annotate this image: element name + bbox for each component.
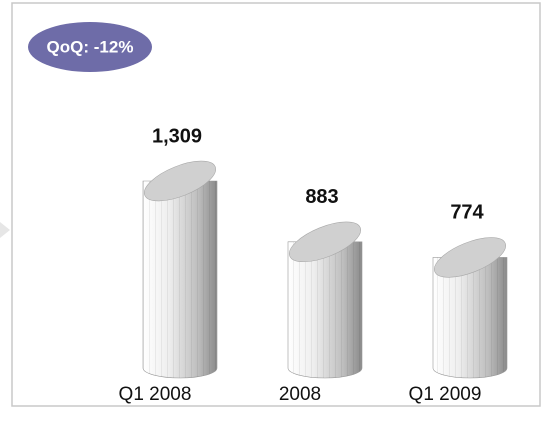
cylinder-top	[434, 237, 506, 278]
chart-border	[11, 2, 541, 407]
x-tick-label: 2008	[279, 384, 321, 405]
cylinder-top	[144, 160, 216, 202]
value-label: 774	[450, 202, 484, 224]
cylinder-stripes	[288, 241, 362, 378]
value-label: 1,309	[152, 125, 202, 147]
annotation: QoQ: -12%	[47, 37, 134, 56]
cylinder-top	[289, 221, 361, 263]
annotation-badge	[28, 22, 152, 72]
cylinder-stripes	[143, 181, 217, 378]
side-arrow	[0, 222, 10, 238]
x-tick-label: Q1 2008	[119, 384, 192, 405]
cylinder-stripes	[433, 257, 507, 378]
value-label: 883	[305, 186, 338, 208]
x-tick-label: Q1 2009	[409, 384, 482, 405]
